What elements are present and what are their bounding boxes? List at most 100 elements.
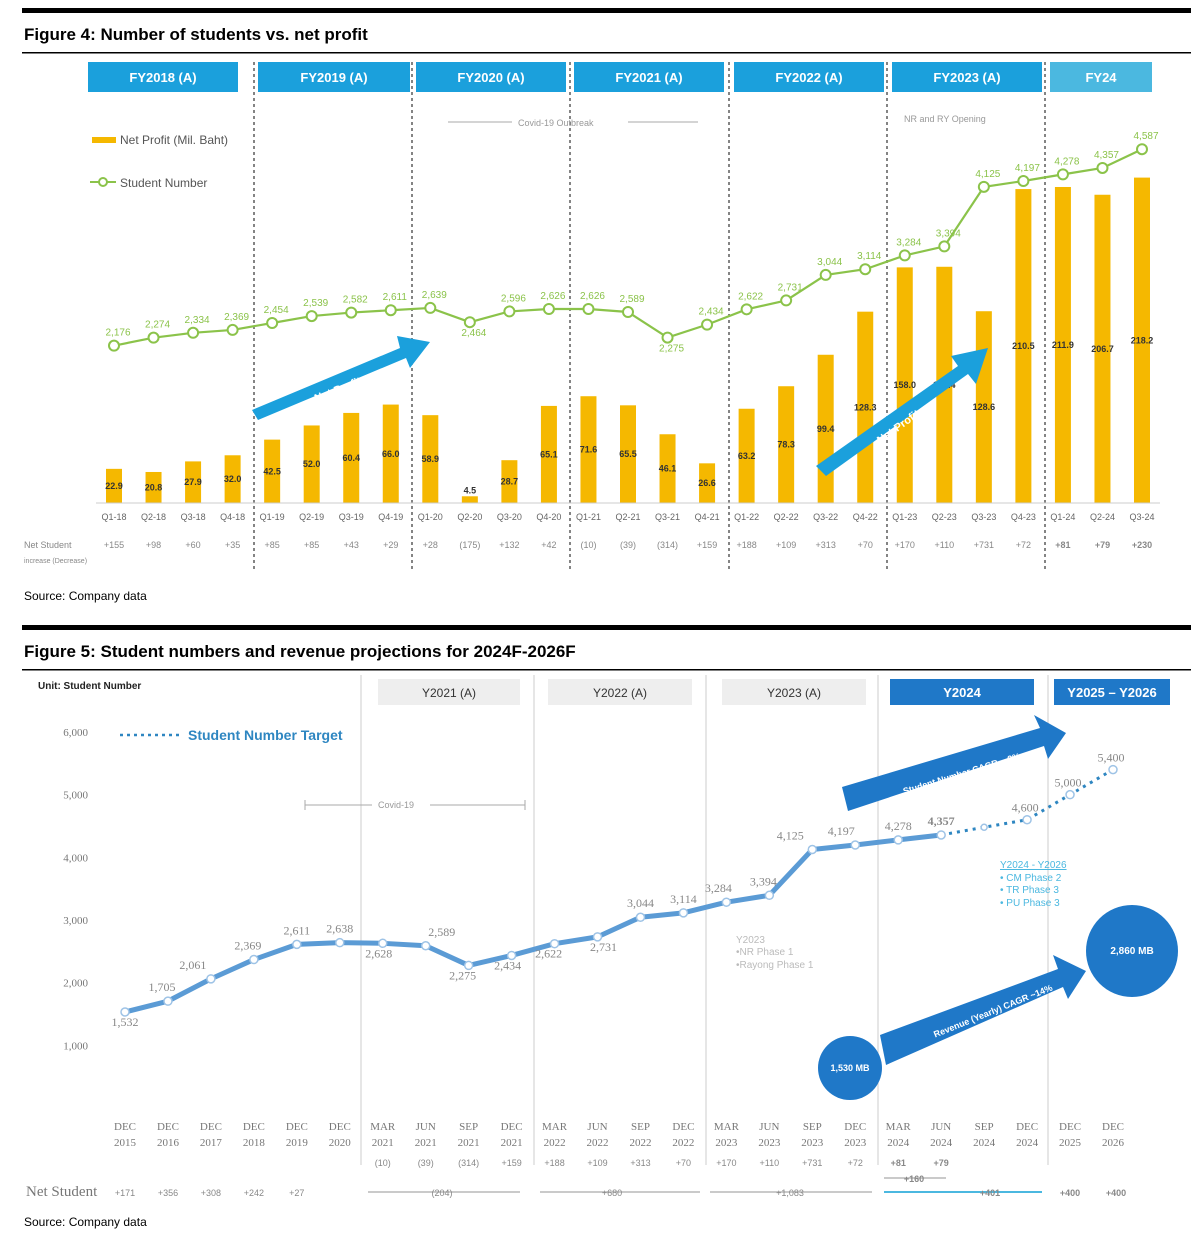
net-student-value-9: +188 — [544, 1158, 564, 1168]
profit-label-16: 63.2 — [738, 451, 756, 461]
net-student-25: +79 — [1095, 540, 1110, 550]
year-header-6 — [1050, 62, 1152, 92]
y-tick-0: 1,000 — [63, 1040, 88, 1052]
x-tick-month-13: DEC — [672, 1121, 694, 1133]
student-point-16 — [740, 303, 753, 316]
net-student-value-5: (10) — [375, 1158, 391, 1168]
revenue-1530-bubble — [818, 1036, 882, 1100]
quarter-tick-12: Q1-21 — [576, 512, 601, 522]
x-tick-year-6: 2021 — [372, 1137, 394, 1149]
x-tick-year-15: 2023 — [758, 1137, 781, 1149]
period-header-1 — [548, 679, 692, 705]
x-tick-month-11: JUN — [587, 1121, 607, 1133]
year-header-0 — [88, 62, 238, 92]
student-point-14 — [721, 897, 732, 907]
x-tick-month-16: SEP — [803, 1121, 822, 1133]
student-point-7 — [384, 304, 397, 317]
student-label-3: 2,369 — [234, 939, 261, 953]
student-point-5 — [305, 310, 318, 323]
quarter-tick-18: Q3-22 — [813, 512, 838, 522]
quarter-tick-10: Q3-20 — [497, 512, 522, 522]
target-point-23 — [1108, 764, 1118, 775]
profit-bar-2 — [185, 461, 202, 503]
student-point-10 — [549, 938, 560, 949]
quarter-tick-25: Q2-24 — [1090, 512, 1115, 522]
x-tick-month-17: DEC — [844, 1121, 866, 1133]
net-student-value-4: +27 — [289, 1188, 304, 1198]
student-label-10: 2,622 — [535, 947, 562, 961]
profit-label-22: 128.6 — [973, 402, 996, 412]
x-tick-month-20: SEP — [975, 1121, 994, 1133]
student-label-13: 3,114 — [670, 892, 697, 906]
net-student-20: +170 — [895, 540, 915, 550]
quarter-tick-23: Q4-23 — [1011, 512, 1036, 522]
student-cagr-arrow — [842, 715, 1066, 811]
x-tick-month-1: DEC — [157, 1121, 179, 1133]
student-point-1 — [147, 331, 160, 344]
student-label-0: 2,176 — [105, 328, 130, 339]
student-label-13: 2,589 — [619, 294, 644, 305]
student-point-1 — [163, 996, 173, 1006]
profit-bar-14 — [659, 434, 676, 503]
net-student-16: +188 — [736, 540, 756, 550]
student-point-16 — [807, 844, 818, 855]
profit-bar-12 — [580, 396, 597, 503]
profit-bar-10 — [501, 460, 518, 503]
student-point-24 — [1056, 168, 1069, 181]
quarter-tick-19: Q4-22 — [853, 512, 878, 522]
x-tick-year-8: 2021 — [458, 1137, 480, 1149]
student-label-5: 2,638 — [326, 922, 353, 936]
profit-bar-5 — [303, 425, 320, 503]
period-header-3 — [890, 679, 1034, 705]
student-point-7 — [420, 941, 431, 951]
year-header-4 — [734, 62, 884, 92]
net-student-sublabel: increase (Decrease) — [24, 558, 87, 565]
student-label-5: 2,539 — [303, 298, 328, 309]
student-point-15 — [701, 318, 714, 331]
profit-bar-23 — [1015, 189, 1032, 503]
revenue-2860-bubble — [1086, 905, 1178, 997]
net-student-value-14: +110 — [760, 1158, 780, 1168]
quarter-tick-20: Q1-23 — [892, 512, 917, 522]
target-point-22 — [1065, 789, 1075, 800]
legend-student-number: Student Number — [120, 176, 207, 190]
profit-label-18: 99.4 — [817, 424, 835, 434]
profit-bar-16 — [738, 408, 755, 503]
net-student-value-6: (39) — [418, 1158, 434, 1168]
profit-bar-13 — [620, 405, 636, 503]
net-student-10: +132 — [499, 540, 519, 550]
net-student-value-8: +159 — [501, 1158, 521, 1168]
net-group-4: +401 — [980, 1188, 1000, 1198]
net-student-5: +85 — [304, 540, 319, 550]
x-tick-year-17: 2023 — [844, 1137, 867, 1149]
x-tick-month-0: DEC — [114, 1121, 136, 1133]
x-tick-month-15: JUN — [759, 1121, 779, 1133]
student-point-13 — [622, 306, 634, 319]
net-student-value-1: +356 — [158, 1188, 178, 1198]
student-label-11: 2,731 — [590, 940, 617, 954]
student-point-23 — [1017, 174, 1030, 187]
y2026-note-2: • TR Phase 3 — [1000, 885, 1059, 896]
period-header-label-2: Y2023 (A) — [767, 686, 821, 700]
student-point-19 — [936, 830, 946, 840]
y2026-note-1: • CM Phase 2 — [1000, 873, 1062, 884]
net-student-22: +731 — [974, 540, 994, 550]
net-student-value-2: +308 — [201, 1188, 221, 1198]
quarter-tick-24: Q1-24 — [1050, 512, 1075, 522]
year-header-5 — [892, 62, 1042, 92]
profit-label-19: 128.3 — [854, 402, 877, 412]
figure-4: Figure 4: Number of students vs. net pro… — [22, 8, 1191, 603]
legend-net-profit: Net Profit (Mil. Baht) — [120, 133, 228, 147]
student-point-18 — [893, 835, 903, 845]
x-tick-year-1: 2016 — [157, 1137, 180, 1149]
student-point-12 — [635, 912, 646, 922]
x-tick-month-9: DEC — [501, 1121, 523, 1133]
profit-label-24: 211.9 — [1052, 340, 1074, 350]
period-header-label-0: Y2021 (A) — [422, 686, 476, 700]
net-student-2: +60 — [185, 540, 200, 550]
quarter-tick-14: Q3-21 — [655, 512, 680, 522]
student-label-19: 4,357 — [928, 814, 955, 828]
student-label-8: 2,275 — [449, 968, 476, 982]
student-label-9: 2,434 — [494, 958, 521, 972]
quarter-tick-16: Q1-22 — [734, 512, 759, 522]
